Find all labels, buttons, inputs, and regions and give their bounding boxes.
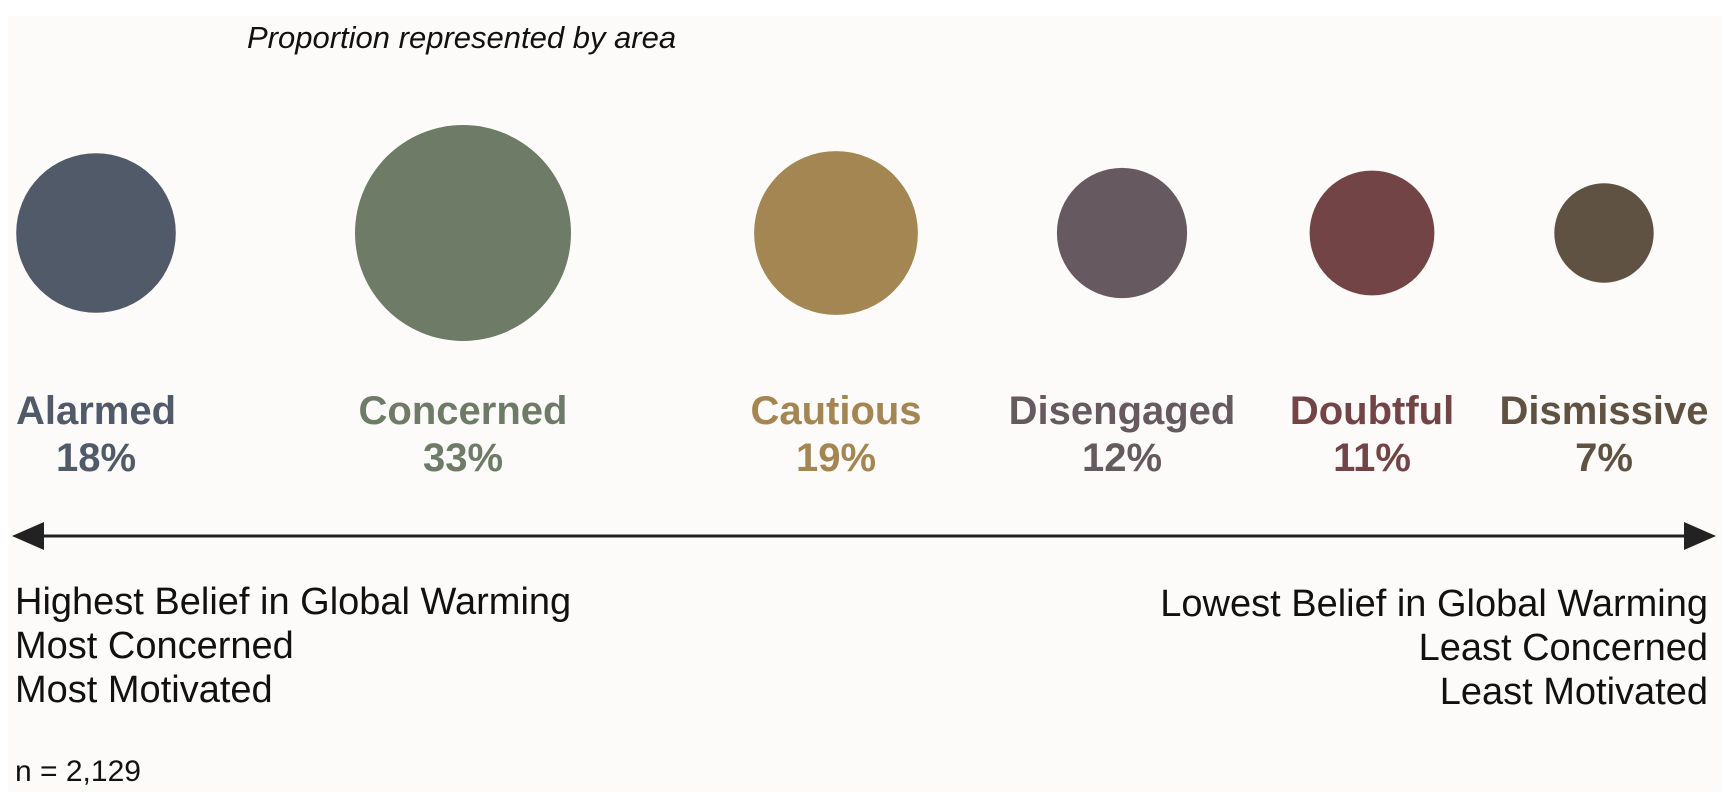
chart-subtitle: Proportion represented by area	[247, 20, 677, 55]
axis-right-line-1: Lowest Belief in Global Warming	[1160, 583, 1708, 625]
label-disengaged: Disengaged	[1009, 389, 1236, 433]
value-label-doubtful: 11%	[1333, 436, 1411, 480]
chart-background	[8, 16, 1722, 792]
left-arrow-icon	[12, 522, 44, 550]
sample-size: n = 2,129	[15, 755, 141, 788]
bubble-cautious	[754, 151, 918, 315]
value-label-dismissive: 7%	[1575, 436, 1633, 480]
axis-left-description: Highest Belief in Global Warming Most Co…	[15, 580, 571, 712]
bubble-dismissive	[1554, 183, 1654, 283]
label-dismissive: Dismissive	[1499, 389, 1708, 433]
axis-right-line-2: Least Concerned	[1418, 627, 1708, 669]
label-cautious: Cautious	[750, 389, 921, 433]
label-alarmed: Alarmed	[16, 389, 176, 433]
axis-right-description: Lowest Belief in Global Warming Least Co…	[1160, 582, 1708, 714]
axis-right-line-3: Least Motivated	[1439, 671, 1708, 713]
axis-left-line-2: Most Concerned	[15, 625, 294, 667]
belief-axis	[12, 522, 1716, 550]
bubble-group	[16, 125, 1654, 341]
axis-left-line-3: Most Motivated	[15, 669, 273, 711]
label-concerned: Concerned	[359, 389, 568, 433]
bubble-concerned	[355, 125, 571, 341]
value-label-alarmed: 18%	[56, 436, 136, 480]
value-label-disengaged: 12%	[1082, 436, 1162, 480]
value-label-concerned: 33%	[423, 436, 503, 480]
bubble-doubtful	[1309, 170, 1435, 296]
bubble-disengaged	[1056, 167, 1188, 299]
value-label-cautious: 19%	[796, 436, 876, 480]
right-arrow-icon	[1684, 522, 1716, 550]
bubble-alarmed	[16, 153, 176, 313]
label-doubtful: Doubtful	[1290, 389, 1454, 433]
axis-left-line-1: Highest Belief in Global Warming	[15, 581, 572, 623]
